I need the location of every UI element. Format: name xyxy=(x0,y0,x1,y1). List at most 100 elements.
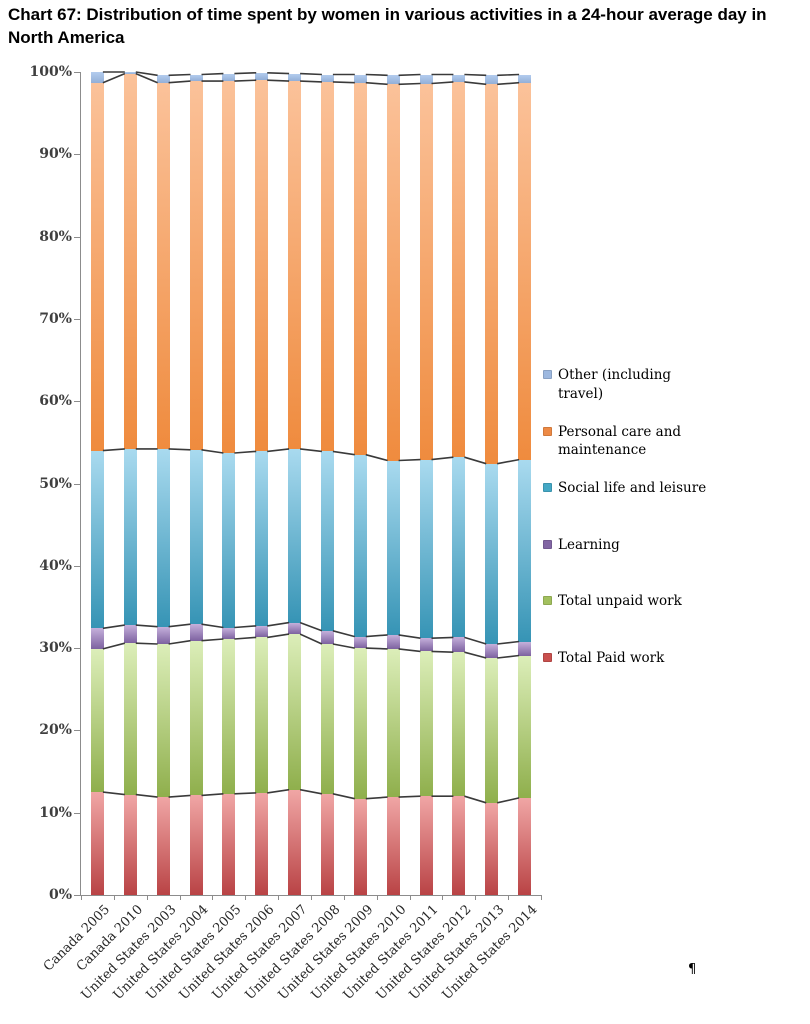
y-axis-tick xyxy=(74,895,81,896)
segment-learning xyxy=(386,634,400,649)
legend-swatch xyxy=(543,652,552,662)
segment-total-unpaid-work xyxy=(189,640,203,796)
segment-total-paid-work xyxy=(288,789,302,895)
segment-other-including-travel- xyxy=(189,74,203,82)
bar-canada-2005 xyxy=(90,72,104,895)
segment-total-unpaid-work xyxy=(123,643,137,795)
x-axis-tick xyxy=(179,895,181,900)
segment-total-paid-work xyxy=(123,794,137,895)
bar-united-states-2003 xyxy=(156,72,170,895)
segment-learning xyxy=(485,644,499,658)
plot-area: 0% 10% 20% 30% 40% 50% 60% 70% 80% 90% 100% Canada … xyxy=(29,64,542,1003)
y-axis-label: 40% xyxy=(39,557,72,574)
segment-social-life-and-leisure xyxy=(518,459,532,642)
segment-total-paid-work xyxy=(485,802,499,895)
x-axis-tick xyxy=(343,895,345,900)
x-axis-tick xyxy=(146,895,148,900)
segment-learning xyxy=(189,624,203,641)
segment-other-including-travel- xyxy=(518,74,532,83)
segment-personal-care-and-maintenance xyxy=(353,82,367,455)
x-axis-tick xyxy=(376,895,378,900)
segment-total-unpaid-work xyxy=(353,648,367,799)
segment-social-life-and-leisure xyxy=(419,459,433,639)
bar-united-states-2009 xyxy=(353,72,367,895)
y-axis-tick xyxy=(74,154,81,156)
y-axis-label: 20% xyxy=(39,722,72,739)
segment-learning xyxy=(320,630,334,644)
segment-total-unpaid-work xyxy=(255,637,269,793)
y-axis-tick xyxy=(74,812,81,814)
segment-personal-care-and-maintenance xyxy=(255,80,269,452)
segment-personal-care-and-maintenance xyxy=(320,81,334,452)
bar-united-states-2004 xyxy=(189,72,203,895)
legend-item-learning: Learning xyxy=(543,536,708,593)
segment-other-including-travel- xyxy=(452,74,466,82)
x-axis-tick xyxy=(278,895,280,900)
segment-other-including-travel- xyxy=(320,74,334,82)
segment-social-life-and-leisure xyxy=(222,453,236,628)
y-axis-tick xyxy=(74,648,81,650)
legend-label: Social life and leisure xyxy=(558,480,707,496)
legend-item-personal-care-and-maintenance: Personal care and maintenance xyxy=(543,423,708,480)
y-axis-label: 60% xyxy=(39,393,72,410)
segment-total-unpaid-work xyxy=(386,648,400,798)
segment-social-life-and-leisure xyxy=(320,451,334,631)
legend-swatch xyxy=(543,483,552,492)
x-axis-tick xyxy=(311,895,312,900)
segment-personal-care-and-maintenance xyxy=(386,84,400,461)
legend-swatch xyxy=(543,370,552,379)
segment-total-unpaid-work xyxy=(90,648,104,793)
segment-social-life-and-leisure xyxy=(189,449,203,625)
segment-total-paid-work xyxy=(386,797,400,895)
segment-social-life-and-leisure xyxy=(123,448,137,626)
series-lines xyxy=(102,71,520,804)
segment-other-including-travel- xyxy=(123,72,137,74)
legend-swatch xyxy=(543,539,552,549)
y-axis-label: 10% xyxy=(39,804,72,821)
bar-united-states-2006 xyxy=(255,72,269,895)
segment-learning xyxy=(156,626,170,645)
segment-learning xyxy=(222,627,236,640)
y-axis-label: 50% xyxy=(39,475,72,492)
bar-united-states-2008 xyxy=(320,72,334,895)
segment-other-including-travel- xyxy=(485,75,499,85)
segment-social-life-and-leisure xyxy=(288,448,302,623)
x-axis-tick xyxy=(212,895,214,900)
segment-total-paid-work xyxy=(518,797,532,895)
segment-total-paid-work xyxy=(452,796,466,895)
legend-swatch xyxy=(543,596,552,605)
y-axis-tick xyxy=(74,483,81,485)
segment-personal-care-and-maintenance xyxy=(222,81,236,454)
y-axis-label: 80% xyxy=(39,228,72,245)
y-axis-tick xyxy=(74,730,81,732)
x-axis-tick xyxy=(508,895,510,900)
legend-label: Other (including travel) xyxy=(558,367,672,402)
segment-other-including-travel- xyxy=(353,74,367,83)
legend-item-other-including-travel-: Other (including travel) xyxy=(543,366,708,423)
segment-total-unpaid-work xyxy=(452,652,466,797)
legend-label: Personal care and maintenance xyxy=(558,423,682,459)
segment-other-including-travel- xyxy=(222,73,236,82)
segment-total-paid-work xyxy=(353,798,367,895)
segment-social-life-and-leisure xyxy=(353,454,367,637)
bar-united-states-2012 xyxy=(452,72,466,895)
x-axis-tick xyxy=(475,895,477,900)
segment-total-paid-work xyxy=(156,797,170,895)
segment-learning xyxy=(288,622,302,635)
segment-social-life-and-leisure xyxy=(452,457,466,638)
legend-item-total-paid-work: Total Paid work xyxy=(543,649,708,706)
segment-other-including-travel- xyxy=(288,73,302,82)
segment-total-paid-work xyxy=(222,793,236,895)
segment-learning xyxy=(90,628,104,649)
segment-social-life-and-leisure xyxy=(90,450,104,629)
bar-united-states-2005 xyxy=(222,72,236,895)
chart-title: Chart 67: Distribution of time spent by … xyxy=(8,5,767,47)
bar-united-states-2014 xyxy=(518,72,532,895)
legend-label: Total Paid work xyxy=(558,649,665,666)
legend-label: Total unpaid work xyxy=(558,593,682,609)
legend-item-total-unpaid-work: Total unpaid work xyxy=(543,592,708,649)
segment-other-including-travel- xyxy=(386,75,400,85)
segment-social-life-and-leisure xyxy=(485,463,499,644)
segment-total-paid-work xyxy=(419,796,433,895)
